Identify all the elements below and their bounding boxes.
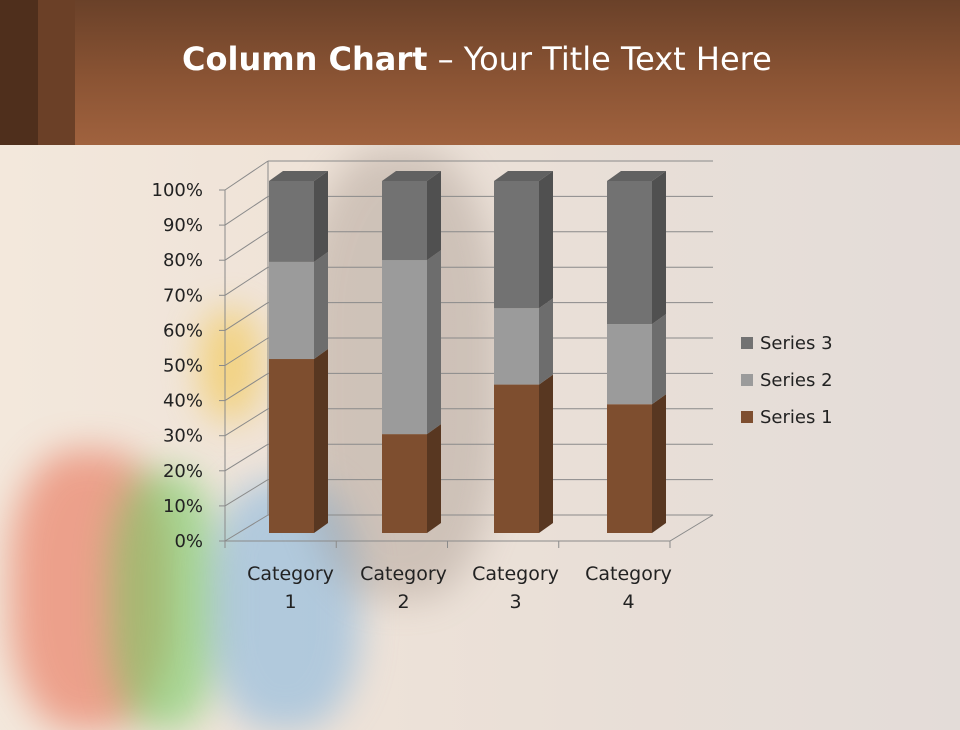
bar-series-1 xyxy=(382,434,427,533)
bar-top xyxy=(607,171,666,181)
title-rest: – Your Title Text Here xyxy=(427,40,772,78)
side-gridline xyxy=(224,302,269,331)
legend-label: Series 1 xyxy=(760,407,833,428)
y-tick-label: 20% xyxy=(163,461,203,482)
y-tick-label: 80% xyxy=(163,250,203,271)
legend-swatch xyxy=(741,337,753,349)
side-gridline xyxy=(224,266,269,296)
bar-side-series-1 xyxy=(539,374,553,533)
bar-series-3 xyxy=(607,181,652,325)
legend-label: Series 2 xyxy=(760,370,833,391)
bar-series-3 xyxy=(382,181,427,261)
bar-side-series-1 xyxy=(652,394,666,533)
bar-side-series-2 xyxy=(314,251,328,360)
y-tick-label: 10% xyxy=(163,496,203,517)
category-label: 3 xyxy=(509,591,521,613)
bar-side-series-2 xyxy=(539,298,553,385)
bar-top xyxy=(382,171,441,181)
bar-side-series-1 xyxy=(427,424,441,533)
side-gridline xyxy=(224,408,269,437)
category-label: Category xyxy=(585,563,672,585)
bar-top xyxy=(269,171,328,181)
bar-side-series-1 xyxy=(314,349,328,533)
bar-series-2 xyxy=(382,260,427,435)
bar-series-2 xyxy=(607,324,652,405)
legend-label: Series 3 xyxy=(760,333,833,354)
side-gridline xyxy=(224,372,269,402)
y-tick-label: 0% xyxy=(174,531,203,552)
y-tick-label: 90% xyxy=(163,215,203,236)
side-gridline xyxy=(224,195,269,226)
background-photo-flower xyxy=(200,310,260,420)
bar-series-1 xyxy=(607,404,652,533)
header-stripe xyxy=(38,0,75,145)
bar-side-series-2 xyxy=(652,314,666,405)
side-gridline xyxy=(224,479,269,507)
legend-swatch xyxy=(741,374,753,386)
bar-series-3 xyxy=(269,181,314,262)
bar-series-3 xyxy=(494,181,539,309)
bar-side-series-3 xyxy=(539,171,553,309)
header-stripe xyxy=(0,0,38,145)
side-gridline xyxy=(224,231,269,261)
side-gridline xyxy=(224,337,269,366)
y-tick-label: 40% xyxy=(163,391,203,412)
side-gridline xyxy=(224,443,269,472)
slide-header: Column Chart – Your Title Text Here xyxy=(0,0,960,145)
bar-top xyxy=(494,171,553,181)
y-tick-label: 100% xyxy=(152,180,203,201)
title-bold: Column Chart xyxy=(182,40,428,78)
category-label: 4 xyxy=(622,591,634,613)
y-tick-label: 30% xyxy=(163,426,203,447)
y-tick-label: 70% xyxy=(163,285,203,306)
bar-side-series-2 xyxy=(427,250,441,435)
category-label: 1 xyxy=(284,591,296,613)
bar-series-2 xyxy=(269,261,314,360)
category-label: Category xyxy=(472,563,559,585)
category-label: Category xyxy=(360,563,447,585)
background-photo-bag-green xyxy=(110,470,220,730)
legend-swatch xyxy=(741,411,753,423)
side-gridline xyxy=(224,514,269,542)
bar-side-series-3 xyxy=(427,171,441,261)
slide-title: Column Chart – Your Title Text Here xyxy=(182,40,772,78)
bar-series-1 xyxy=(269,359,314,533)
y-tick-label: 60% xyxy=(163,320,203,341)
side-gridline xyxy=(224,160,269,191)
category-label: Category xyxy=(247,563,334,585)
y-tick-label: 50% xyxy=(163,356,203,377)
bar-series-1 xyxy=(494,384,539,533)
bar-series-2 xyxy=(494,308,539,385)
bar-side-series-3 xyxy=(314,171,328,262)
category-label: 2 xyxy=(397,591,409,613)
bar-side-series-3 xyxy=(652,171,666,325)
